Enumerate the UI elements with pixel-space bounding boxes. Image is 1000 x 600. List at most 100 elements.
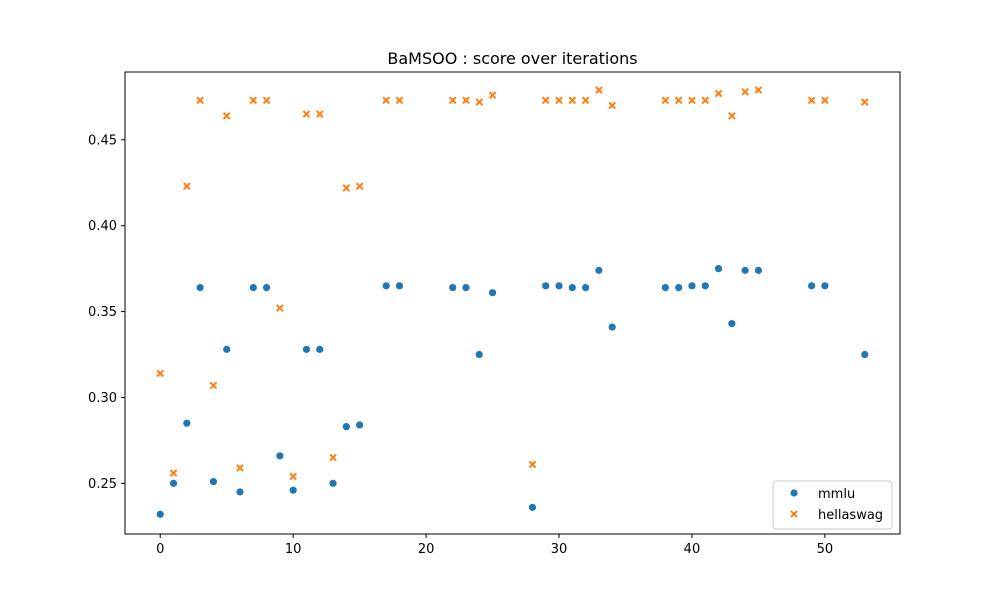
y-tick-label: 0.45 — [88, 133, 117, 148]
hellaswag-point — [528, 460, 537, 469]
mmlu-point — [223, 345, 231, 353]
mmlu-point — [449, 283, 457, 292]
hellaswag-point — [169, 469, 178, 477]
hellaswag-point — [395, 96, 404, 105]
hellaswag-point — [674, 96, 683, 105]
plot-frame — [124, 71, 901, 535]
mmlu-point — [861, 350, 869, 359]
y-axis-ticks: 0.25 0.30 0.35 0.40 0.45 — [88, 133, 125, 492]
hellaswag-point — [581, 96, 590, 105]
legend-marker-mmlu — [790, 489, 798, 497]
hellaswag-point — [595, 86, 603, 94]
hellaswag-point — [488, 91, 497, 99]
hellaswag-point — [249, 96, 258, 105]
hellaswag-point — [754, 86, 763, 94]
mmlu-point — [661, 283, 669, 292]
y-tick-label: 0.30 — [88, 391, 117, 406]
hellaswag-point — [661, 96, 670, 105]
hellaswag-point — [475, 98, 484, 106]
x-tick-label: 20 — [418, 542, 435, 557]
mmlu-point — [462, 283, 470, 292]
hellaswag-point — [196, 96, 204, 105]
mmlu-point — [209, 478, 218, 486]
mmlu-point — [741, 266, 749, 274]
hellaswag-point — [262, 96, 271, 105]
mmlu-point — [183, 419, 191, 427]
mmlu-point — [528, 503, 537, 511]
mmlu-point — [688, 282, 696, 290]
legend-label-hellaswag: hellaswag — [818, 508, 883, 523]
mmlu-point — [714, 265, 723, 273]
x-tick-label: 40 — [684, 542, 701, 557]
mmlu-point — [196, 283, 204, 292]
hellaswag-point — [222, 111, 231, 120]
hellaswag-point — [355, 182, 364, 191]
hellaswag-point — [821, 96, 829, 105]
chart-title: BaMSOO : score over iterations — [387, 49, 637, 68]
x-tick-label: 10 — [285, 542, 302, 557]
mmlu-point — [675, 283, 683, 292]
hellaswag-point — [728, 111, 736, 120]
mmlu-point — [542, 282, 550, 290]
mmlu-point — [568, 283, 576, 292]
mmlu-point — [289, 486, 297, 494]
y-tick-label: 0.40 — [88, 219, 117, 234]
hellaswag-point — [541, 96, 550, 105]
mmlu-point — [356, 421, 364, 429]
x-tick-label: 30 — [551, 542, 568, 557]
y-tick-label: 0.25 — [88, 477, 117, 492]
legend-marker-hellaswag-glyph — [790, 510, 798, 518]
mmlu-point — [488, 289, 497, 297]
mmlu-point — [395, 282, 404, 290]
hellaswag-point — [714, 89, 723, 98]
hellaswag-point — [608, 101, 617, 110]
x-tick-label: 50 — [817, 542, 834, 557]
hellaswag-point — [741, 87, 749, 96]
hellaswag-point — [156, 369, 165, 378]
mmlu-point — [169, 479, 178, 487]
x-axis-ticks: 0 10 20 30 40 50 — [156, 534, 833, 557]
hellaswag-point — [236, 464, 244, 472]
mmlu-point — [382, 282, 390, 290]
mmlu-point — [701, 282, 709, 290]
legend-marker-mmlu-glyph — [790, 489, 798, 497]
y-tick-label: 0.35 — [88, 305, 117, 320]
hellaswag-point — [382, 96, 391, 105]
mmlu-point — [342, 423, 350, 431]
mmlu-point — [754, 266, 763, 274]
hellaswag-point — [329, 453, 337, 462]
hellaswag-point — [183, 182, 191, 191]
data-points — [156, 86, 869, 518]
hellaswag-point — [462, 96, 470, 105]
mmlu-point — [302, 345, 311, 353]
legend-marker-hellaswag — [790, 510, 798, 518]
mmlu-point — [262, 283, 271, 292]
hellaswag-point — [342, 184, 351, 192]
hellaswag-point — [276, 304, 284, 312]
hellaswag-point — [701, 96, 710, 105]
mmlu-point — [728, 320, 736, 328]
mmlu-point — [608, 323, 616, 331]
mmlu-point — [236, 488, 244, 496]
mmlu-point — [555, 282, 563, 290]
hellaswag-point — [289, 472, 297, 481]
hellaswag-point — [688, 96, 696, 105]
mmlu-point — [156, 510, 164, 518]
mmlu-point — [475, 350, 483, 359]
mmlu-point — [249, 283, 257, 292]
mmlu-point — [582, 283, 590, 292]
legend-box — [772, 480, 893, 530]
legend: mmlu hellaswag — [772, 480, 893, 530]
hellaswag-point — [209, 381, 218, 390]
mmlu-point — [276, 452, 284, 460]
hellaswag-point — [860, 98, 869, 106]
hellaswag-point — [315, 110, 324, 118]
mmlu-point — [595, 266, 603, 274]
legend-label-mmlu: mmlu — [818, 487, 855, 502]
hellaswag-point — [568, 96, 577, 105]
x-tick-label: 0 — [156, 542, 164, 557]
mmlu-point — [821, 282, 829, 290]
hellaswag-point — [807, 96, 816, 105]
hellaswag-point — [302, 110, 311, 118]
